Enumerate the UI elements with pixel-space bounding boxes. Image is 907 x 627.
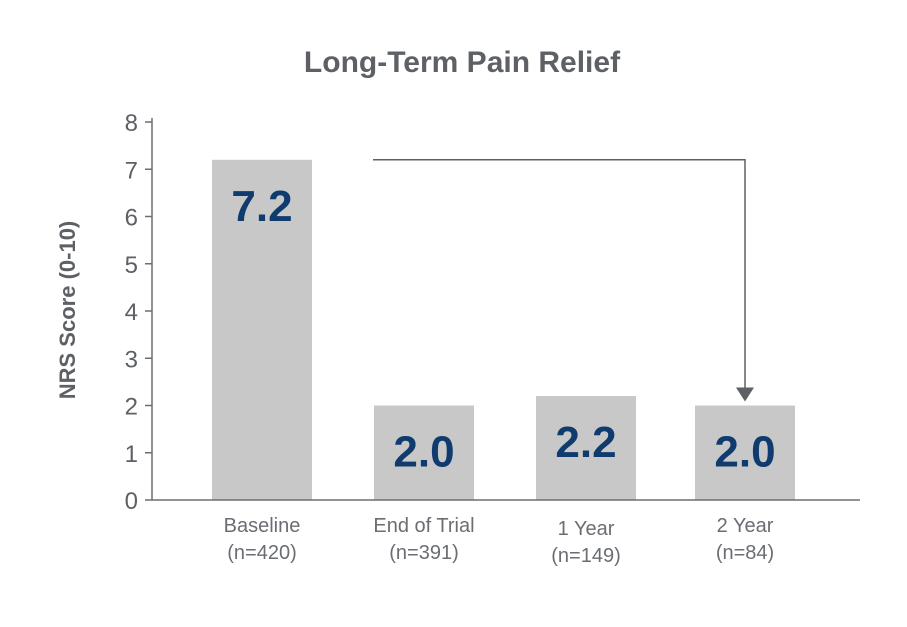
y-axis-label: NRS Score (0-10) — [55, 221, 80, 400]
y-tick-label-2: 2 — [125, 394, 138, 421]
bar-1 — [212, 159, 312, 501]
y-tick-label-6: 6 — [125, 205, 138, 232]
arrow-line — [373, 159, 746, 390]
category-label-2: End of Trial — [373, 515, 474, 537]
data-label-4: 2.0 — [714, 428, 775, 477]
bar-4 — [695, 405, 795, 500]
data-label-1: 7.2 — [231, 182, 292, 231]
bars: 7.2 2.0 2.2 2.0 — [212, 159, 795, 501]
axes — [151, 118, 860, 501]
category-count-2: (n=391) — [389, 542, 459, 564]
data-label-3: 2.2 — [555, 418, 616, 467]
category-label-3: 1 Year — [558, 518, 615, 540]
category-label-1: Baseline — [224, 515, 301, 537]
category-count-3: (n=149) — [551, 545, 621, 567]
y-tick-label-8: 8 — [125, 110, 138, 137]
annotation-arrow — [373, 159, 754, 402]
data-label-2: 2.0 — [393, 428, 454, 477]
y-axis-ticks: 0 1 2 3 4 5 6 7 8 — [125, 110, 152, 515]
x-axis-categories: Baseline (n=420) End of Trial (n=391) 1 Year… — [224, 515, 775, 567]
y-tick-label-5: 5 — [125, 252, 138, 279]
category-count-1: (n=420) — [227, 542, 297, 564]
bar-3 — [536, 396, 636, 500]
bar-2 — [374, 405, 474, 500]
category-label-4: 2 Year — [717, 515, 774, 537]
chart-title: Long-Term Pain Relief — [304, 46, 621, 79]
y-tick-label-0: 0 — [125, 488, 138, 515]
category-count-4: (n=84) — [716, 542, 774, 564]
y-tick-label-1: 1 — [125, 441, 138, 468]
arrow-head — [736, 387, 754, 402]
y-tick-label-7: 7 — [125, 157, 138, 184]
y-tick-label-4: 4 — [125, 299, 138, 326]
y-tick-label-3: 3 — [125, 346, 138, 373]
